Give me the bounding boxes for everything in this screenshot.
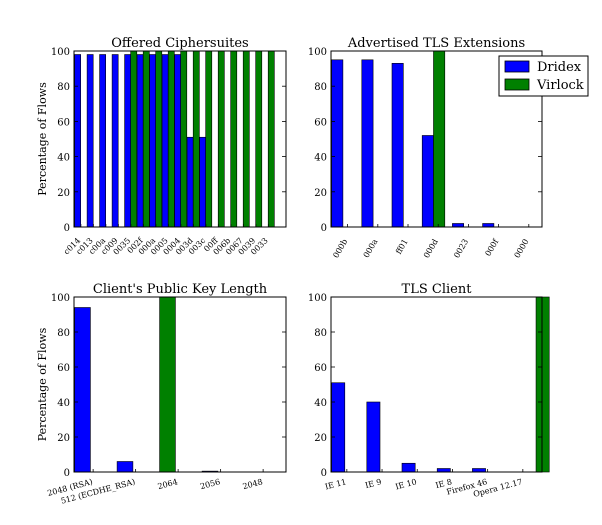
y-tick-label: 40 [57,153,70,164]
y-tick-label: 80 [314,82,327,93]
bar-virlock-2064 [159,296,176,473]
bar-dridex-0005 [161,54,169,228]
legend-label-dridex: Dridex [537,60,582,75]
y-tick-label: 20 [57,433,70,444]
x-tick-label: 000f [483,237,500,258]
bar-dridex-000a [361,59,374,228]
bar-virlock-00ff [217,50,225,228]
bar-virlock-0004 [180,50,188,228]
bar-virlock-003d [192,50,200,228]
bar-dridex-ie-8 [436,468,451,473]
bar-dridex-000a [149,54,157,228]
bar-dridex-512-ecdhe-rsa- [116,461,134,473]
y-tick-label: 0 [321,468,327,479]
bar-virlock-006b [230,50,238,228]
x-tick-label: 2048 [242,477,264,491]
panel-title: Offered Ciphersuites [111,36,248,51]
x-tick-label: IE 11 [324,477,347,491]
x-tick-label: 2056 [199,477,221,491]
bar-virlock-003c [205,50,213,228]
bar-dridex-ff01 [391,63,404,228]
bar-dridex-ie-10 [401,462,416,473]
y-tick-label: 40 [314,398,327,409]
bar-virlock-0005 [167,50,175,228]
x-tick-label: 2064 [157,477,179,491]
bar-dridex-c014 [74,54,81,228]
plot-frame [73,50,287,228]
bar-dridex-0004 [174,54,182,228]
y-tick-label: 40 [57,398,70,409]
x-tick-label: 0000 [513,238,531,260]
bar-dridex-c013 [86,54,94,228]
x-tick-label: IE 9 [364,477,382,490]
y-axis-label: Percentage of Flows [36,82,49,196]
bar-virlock-0067 [242,50,250,228]
bar-dridex-003d [186,136,194,228]
legend-swatch-dridex [504,60,530,73]
y-tick-label: 100 [51,293,70,304]
plot-frame [330,50,543,228]
y-tick-label: 100 [308,293,327,304]
y-tick-label: 100 [51,47,70,58]
y-tick-label: 60 [57,363,70,374]
panel-title: Client's Public Key Length [93,282,268,297]
y-tick-label: 20 [314,433,327,444]
bar-dridex-002f [136,54,144,228]
legend-label-virlock: Virlock [536,78,584,93]
bar-virlock-000d [433,50,446,228]
x-tick-label: 000d [422,238,440,260]
x-tick-label: 000b [331,238,349,260]
panel-title: Advertised TLS Extensions [347,36,525,51]
bar-dridex-000f [482,223,495,228]
bar-dridex-ie-11 [331,382,346,473]
y-tick-label: 60 [57,117,70,128]
panel-title: TLS Client [402,282,473,297]
x-tick-label: IE 10 [394,477,417,491]
panel-3: Client's Public Key Length Percentage of … [36,282,287,506]
bar-dridex-c009 [111,54,119,228]
bar-dridex-ie-9 [366,401,381,473]
y-tick-label: 0 [64,468,70,479]
y-tick-label: 20 [57,188,70,199]
y-tick-label: 0 [321,223,327,234]
y-tick-label: 20 [314,188,327,199]
bar-dridex-c00a [99,54,106,228]
bar-virlock-002f [142,50,150,228]
bar-dridex-003c [199,136,207,228]
bar-virlock-0039 [255,50,263,228]
plot-frame [73,296,287,473]
bar-dridex-0023 [452,223,464,228]
bar-virlock-opera-12-17 [535,296,550,473]
y-tick-label: 60 [314,363,327,374]
bar-dridex-000b [331,59,344,228]
bar-dridex-000d [421,135,434,228]
y-tick-label: 60 [314,117,327,128]
y-tick-label: 0 [64,223,70,234]
bar-virlock-0035 [130,50,138,228]
legend-swatch-virlock [504,78,530,91]
bar-virlock-000a [155,50,163,228]
y-axis-label: Percentage of Flows [36,327,49,441]
plot-frame [330,296,543,473]
x-tick-label: ff01 [394,238,410,256]
bar-virlock-0033 [267,50,275,228]
y-tick-label: 100 [308,47,327,58]
x-tick-label: 0023 [452,238,470,260]
y-tick-label: 80 [57,328,70,339]
y-tick-label: 40 [314,153,327,164]
bar-dridex-firefox-46 [472,468,486,473]
y-tick-label: 80 [57,82,70,93]
x-tick-label: IE 8 [435,477,453,490]
x-tick-label: 000a [362,237,380,259]
legend: Dridex Virlock [498,55,589,97]
y-tick-label: 80 [314,328,327,339]
bar-dridex-0035 [124,54,131,228]
